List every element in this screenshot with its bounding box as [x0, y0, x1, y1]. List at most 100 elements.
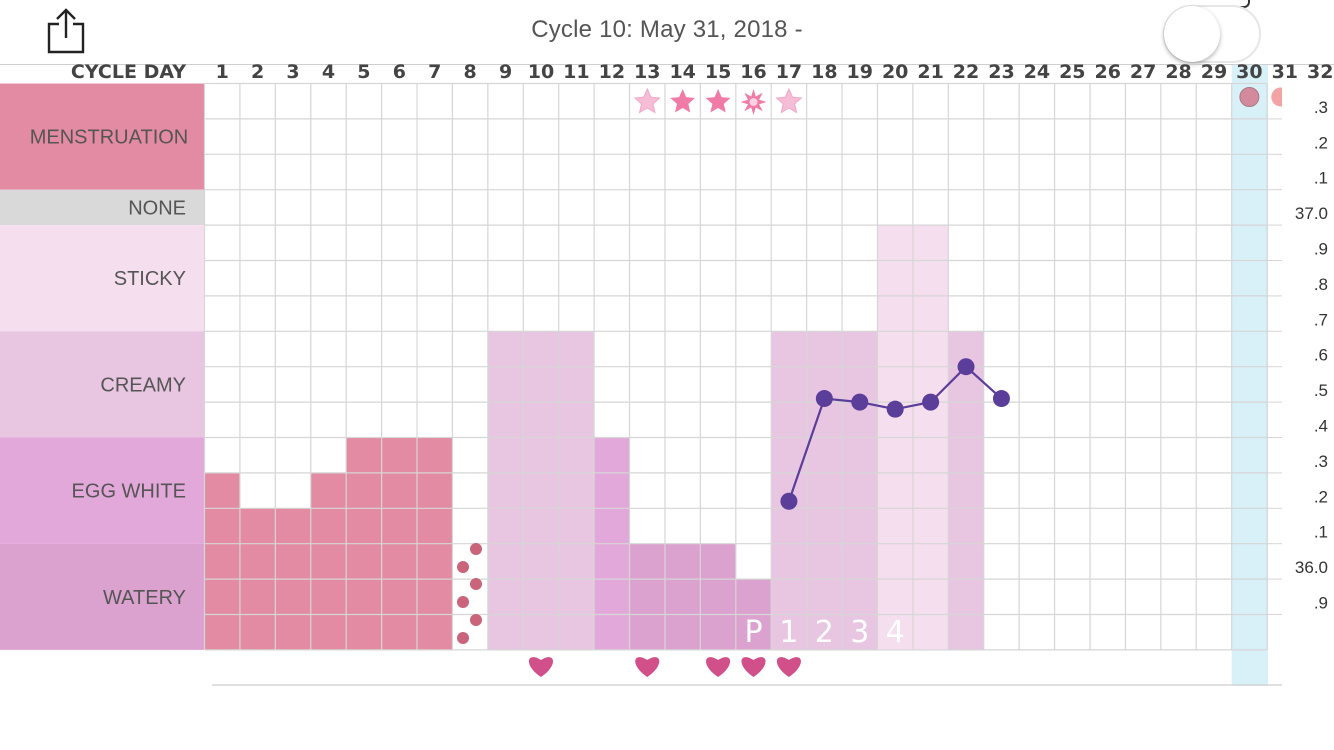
cycle-day-number: 21 — [917, 61, 943, 83]
spotting-dot — [457, 632, 469, 644]
temp-tick-label: .1 — [1314, 169, 1328, 188]
cycle-day-number: 2 — [251, 61, 264, 83]
temp-tick-label: .7 — [1314, 310, 1328, 329]
temp-tick-label: .3 — [1314, 452, 1328, 471]
row-label: CREAMY — [100, 374, 186, 396]
temperature-point — [957, 358, 975, 376]
temperature-point — [886, 400, 904, 418]
cycle-day-number: 15 — [705, 61, 731, 83]
cycle-day-number: 7 — [428, 61, 441, 83]
cycle-day-number: 14 — [669, 61, 695, 83]
row-label-bg-menstruation — [0, 83, 205, 190]
temperature-point — [851, 393, 869, 411]
cycle-day-number: 28 — [1165, 61, 1191, 83]
peak-marker-label: P — [744, 615, 762, 650]
temperature-point — [992, 390, 1010, 408]
top-bar: Cycle 10: May 31, 2018 - — [0, 0, 1334, 64]
fluid-bar — [558, 331, 595, 650]
spotting-dot — [457, 596, 469, 608]
temp-tick-label: 37.0 — [1295, 204, 1328, 223]
fluid-bar — [806, 331, 843, 650]
peak-marker-label: 2 — [815, 615, 834, 650]
spotting-dot — [457, 561, 469, 573]
row-label: WATERY — [103, 587, 186, 609]
cycle-day-number: 9 — [499, 61, 512, 83]
temp-tick-label: .8 — [1314, 275, 1328, 294]
spotting-dot — [470, 578, 482, 590]
cycle-day-number: 29 — [1201, 61, 1227, 83]
temperature-point — [922, 393, 940, 411]
cycle-day-number: 22 — [953, 61, 979, 83]
fluid-bar — [771, 331, 807, 650]
cycle-day-number: 12 — [599, 61, 625, 83]
cycle-day-number: 23 — [988, 61, 1014, 83]
fluid-bar — [664, 543, 701, 650]
share-button[interactable] — [46, 6, 86, 56]
cycle-day-number: 18 — [811, 61, 837, 83]
cycle-day-number: 1 — [216, 61, 229, 83]
menstruation-bar — [310, 472, 347, 650]
cycle-title: Cycle 10: May 31, 2018 - — [531, 16, 803, 43]
view-toggle[interactable] — [1163, 5, 1261, 63]
temp-tick-label: .2 — [1314, 133, 1328, 152]
cycle-day-number: 30 — [1236, 61, 1262, 83]
temp-tick-label: .3 — [1314, 98, 1328, 117]
cycle-day-number: 3 — [286, 61, 299, 83]
cycle-day-number: 24 — [1024, 61, 1050, 83]
row-label: EGG WHITE — [72, 481, 186, 503]
cycle-day-number: 11 — [563, 61, 589, 83]
cycle-day-number: 13 — [634, 61, 660, 83]
heart-icon — [741, 657, 766, 677]
cycle-day-number: 19 — [847, 61, 873, 83]
peak-marker-label: 1 — [779, 615, 798, 650]
cycle-day-number: 4 — [322, 61, 335, 83]
row-label-bg-sticky — [0, 225, 205, 332]
cycle-day-number: 17 — [776, 61, 802, 83]
menstruation-bar — [204, 472, 240, 650]
cycle-day-number: 31 — [1272, 61, 1298, 83]
row-label-bg-none — [0, 189, 205, 226]
temp-tick-label: .2 — [1314, 487, 1328, 506]
cycle-day-number: 8 — [464, 61, 477, 83]
cycle-day-number: 5 — [357, 61, 370, 83]
temp-tick-label: .1 — [1314, 523, 1328, 542]
heart-icon — [528, 657, 554, 677]
heart-icon — [776, 657, 801, 677]
cycle-day-number: 16 — [740, 61, 766, 83]
temp-tick-label: .5 — [1314, 381, 1328, 400]
toggle-knob[interactable] — [1164, 6, 1220, 62]
spotting-dot — [470, 543, 482, 555]
temp-tick-label: 36.0 — [1295, 558, 1328, 577]
cycle-day-header: CYCLE DAY — [71, 61, 186, 83]
temperature-point — [780, 492, 798, 510]
fluid-bar — [700, 543, 736, 650]
row-label: NONE — [128, 197, 186, 219]
row-label-bg-creamy — [0, 331, 205, 438]
cycle-day-number: 27 — [1130, 61, 1156, 83]
temp-tick-label: .9 — [1314, 240, 1328, 259]
fluid-bar — [842, 331, 878, 650]
star-icon — [633, 87, 661, 114]
star-icon — [670, 89, 695, 113]
cycle-day-number: 20 — [882, 61, 908, 83]
star-burst-center — [749, 98, 758, 106]
row-label-bg-watery — [0, 543, 205, 650]
share-icon — [47, 8, 85, 54]
cycle-day-number: 26 — [1094, 61, 1120, 83]
cycle-day-number: 6 — [393, 61, 406, 83]
row-label: STICKY — [114, 268, 186, 290]
star-icon — [705, 89, 731, 113]
fluid-bar — [629, 543, 665, 650]
peak-marker-label: 3 — [850, 615, 869, 650]
cycle-day-number: 25 — [1059, 61, 1085, 83]
temperature-point — [815, 390, 833, 408]
row-label-bg-egg-white — [0, 437, 205, 544]
cycle-day-number: 32 — [1307, 61, 1333, 83]
temp-tick-label: .4 — [1314, 417, 1328, 436]
row-label: MENSTRUATION — [30, 127, 189, 149]
fluid-bar — [523, 331, 559, 650]
heart-icon — [706, 657, 731, 677]
star-icon — [775, 87, 803, 114]
cycle-day-number: 10 — [528, 61, 554, 83]
